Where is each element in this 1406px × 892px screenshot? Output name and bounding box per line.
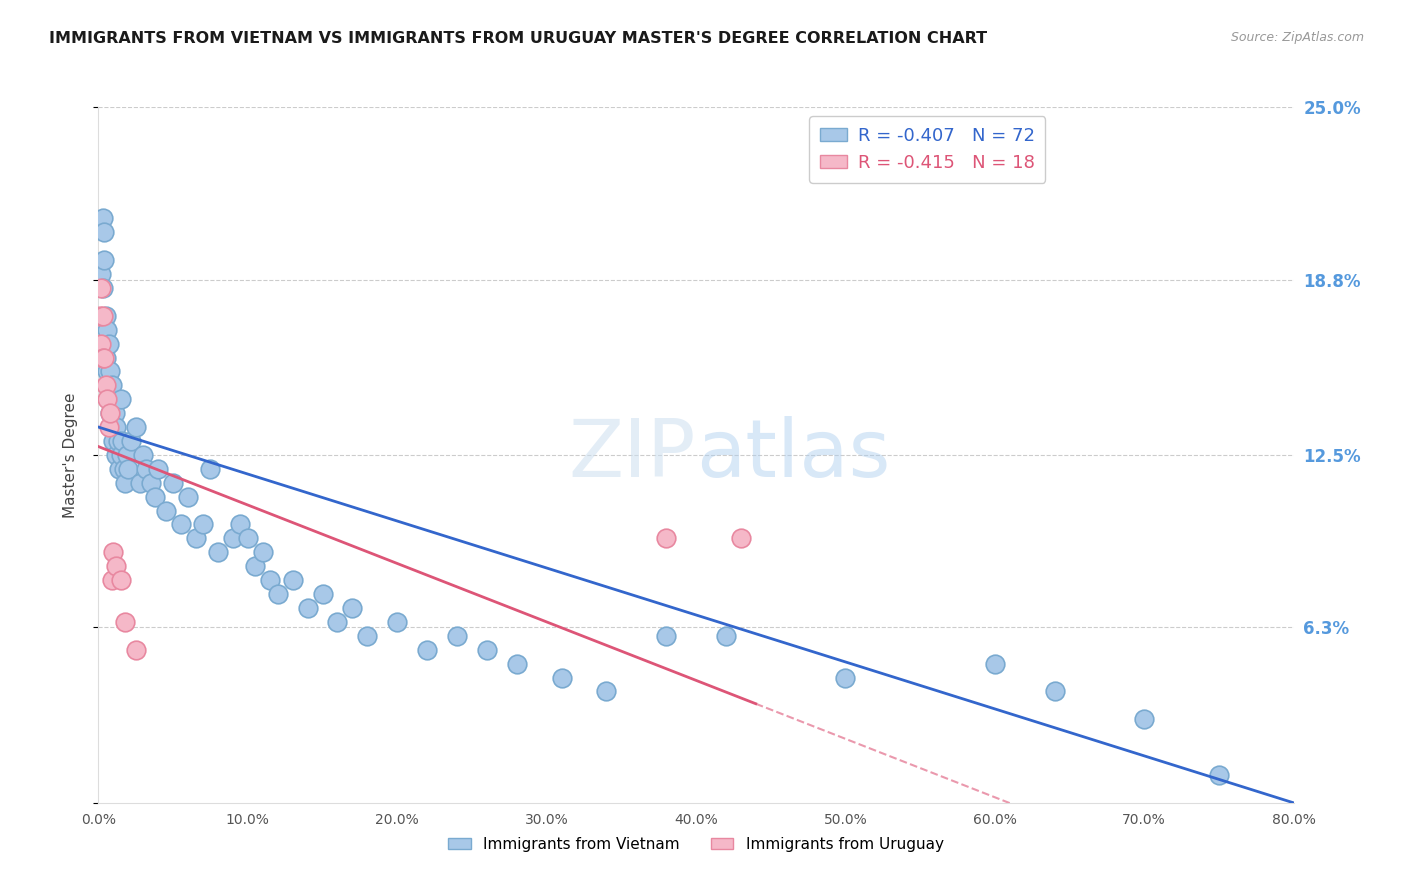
- Point: [446, 629, 468, 643]
- Point: [105, 448, 128, 462]
- Point: [91, 309, 114, 323]
- Point: [714, 629, 737, 643]
- Point: [98, 364, 122, 378]
- Point: [97, 392, 120, 407]
- Point: [97, 336, 120, 351]
- Point: [93, 253, 115, 268]
- Point: [91, 281, 114, 295]
- Point: [730, 532, 752, 546]
- Point: [550, 671, 572, 685]
- Point: [120, 434, 142, 448]
- Text: ZIP: ZIP: [568, 416, 696, 494]
- Point: [245, 559, 267, 574]
- Point: [139, 475, 162, 490]
- Point: [252, 545, 274, 559]
- Point: [342, 601, 364, 615]
- Point: [117, 462, 139, 476]
- Point: [101, 378, 124, 392]
- Point: [91, 351, 114, 365]
- Point: [90, 336, 112, 351]
- Point: [91, 211, 114, 226]
- Point: [655, 532, 678, 546]
- Point: [356, 629, 378, 643]
- Point: [104, 406, 127, 420]
- Point: [94, 378, 117, 392]
- Point: [1043, 684, 1066, 698]
- Point: [101, 420, 124, 434]
- Point: [90, 281, 112, 295]
- Point: [143, 490, 166, 504]
- Point: [385, 615, 409, 629]
- Point: [229, 517, 252, 532]
- Point: [984, 657, 1007, 671]
- Point: [98, 406, 122, 420]
- Point: [105, 559, 128, 574]
- Point: [595, 684, 617, 698]
- Point: [89, 309, 111, 323]
- Point: [110, 448, 132, 462]
- Point: [110, 573, 132, 587]
- Point: [297, 601, 319, 615]
- Point: [191, 517, 214, 532]
- Point: [506, 657, 529, 671]
- Point: [114, 615, 136, 629]
- Point: [148, 462, 170, 476]
- Point: [236, 532, 259, 546]
- Text: Source: ZipAtlas.com: Source: ZipAtlas.com: [1230, 31, 1364, 45]
- Point: [103, 545, 125, 559]
- Point: [222, 532, 245, 546]
- Point: [169, 517, 191, 532]
- Point: [110, 392, 132, 407]
- Point: [105, 420, 128, 434]
- Point: [1208, 768, 1230, 782]
- Point: [103, 434, 125, 448]
- Point: [129, 475, 152, 490]
- Point: [103, 406, 125, 420]
- Point: [326, 615, 349, 629]
- Point: [94, 309, 117, 323]
- Point: [155, 503, 177, 517]
- Point: [184, 532, 207, 546]
- Point: [93, 225, 115, 239]
- Point: [112, 462, 135, 476]
- Point: [125, 642, 148, 657]
- Y-axis label: Master's Degree: Master's Degree: [63, 392, 77, 517]
- Point: [97, 420, 120, 434]
- Point: [834, 671, 856, 685]
- Point: [96, 323, 118, 337]
- Point: [416, 642, 439, 657]
- Point: [281, 573, 304, 587]
- Point: [98, 406, 122, 420]
- Point: [162, 475, 184, 490]
- Point: [94, 351, 117, 365]
- Point: [114, 475, 136, 490]
- Point: [200, 462, 222, 476]
- Legend: Immigrants from Vietnam, Immigrants from Uruguay: Immigrants from Vietnam, Immigrants from…: [441, 830, 950, 858]
- Point: [90, 267, 112, 281]
- Point: [132, 448, 155, 462]
- Point: [267, 587, 290, 601]
- Point: [96, 392, 118, 407]
- Point: [125, 420, 148, 434]
- Point: [311, 587, 333, 601]
- Point: [135, 462, 157, 476]
- Point: [108, 462, 131, 476]
- Point: [96, 364, 118, 378]
- Point: [259, 573, 281, 587]
- Point: [107, 434, 129, 448]
- Point: [655, 629, 678, 643]
- Point: [115, 448, 138, 462]
- Text: IMMIGRANTS FROM VIETNAM VS IMMIGRANTS FROM URUGUAY MASTER'S DEGREE CORRELATION C: IMMIGRANTS FROM VIETNAM VS IMMIGRANTS FR…: [49, 31, 987, 46]
- Point: [101, 573, 124, 587]
- Point: [475, 642, 498, 657]
- Point: [93, 351, 115, 365]
- Point: [177, 490, 200, 504]
- Text: atlas: atlas: [696, 416, 890, 494]
- Point: [111, 434, 134, 448]
- Point: [1133, 712, 1156, 726]
- Point: [207, 545, 229, 559]
